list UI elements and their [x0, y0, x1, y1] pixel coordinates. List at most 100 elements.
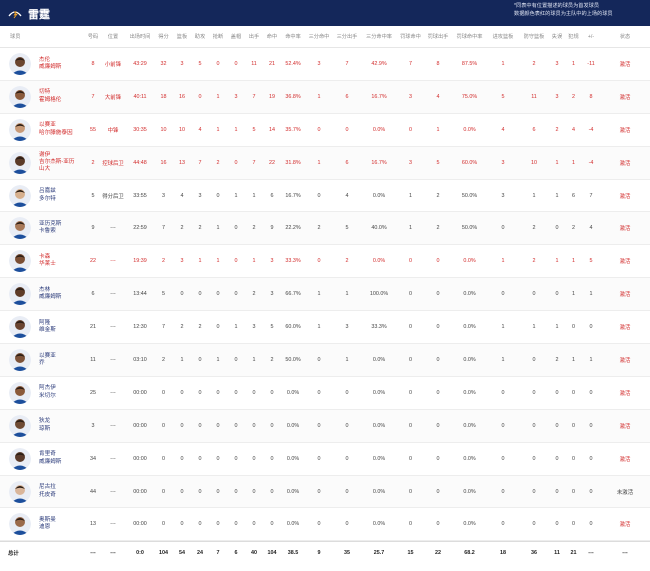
cell-tpm: 0	[317, 488, 321, 495]
cell-tpa: 0	[345, 521, 349, 528]
table-row[interactable]: 阿隆 维金斯 21 --- 12:30 7 2 2 0 1 3 5 60.0% 1 3 33.3% 0 0 0.0%…	[0, 311, 650, 345]
table-row[interactable]: 谢伊 吉尔杰斯-亚历 山大 2 控球后卫 44:48 16 13 7 2 0 7 22 31.8% 1 6 16…	[0, 146, 650, 180]
cell-tov: 2	[555, 356, 559, 363]
cell-tpa: 6	[345, 159, 349, 166]
cell-ast: 0	[198, 93, 202, 100]
cell-dreb: 10	[531, 159, 537, 166]
cell-num: 55	[90, 126, 96, 133]
player-name[interactable]: 杰伦 威廉姆斯	[39, 48, 84, 80]
table-row[interactable]: 杰伦 威廉姆斯 8 小前锋 43:29 32 3 5 0 0 11 21 52.4% 3 7 42.9% 7 8 8…	[0, 48, 650, 81]
table-row[interactable]: 尼古拉 托皮奇 44 --- 00:00 0 0 0 0 0 0 0 0.0% 0 0 0.0% 0 0 0.0% 0…	[0, 475, 650, 509]
cell-fta: 4	[436, 93, 440, 100]
cell-min: 00:00	[133, 455, 147, 462]
cell-tpa: 0	[345, 389, 349, 396]
total-dreb: 36	[531, 549, 537, 556]
cell-min: 30:35	[133, 126, 147, 133]
column-header-dreb: 防守篮板	[523, 34, 545, 40]
cell-tpp: 40.0%	[371, 225, 387, 232]
cell-fga: 1	[252, 258, 256, 265]
table-row[interactable]: 肯里奇 威廉姆斯 34 --- 00:00 0 0 0 0 0 0 0 0.0% 0 0 0.0% 0 0 0.0%…	[0, 442, 650, 476]
cell-dreb: 0	[532, 422, 536, 429]
column-header-ftm: 罚球命中	[400, 34, 421, 40]
cell-ftm: 0	[409, 389, 412, 396]
total-status: ---	[622, 549, 628, 556]
cell-blk: 0	[234, 422, 238, 429]
table-row[interactable]: 卡森 华莱士 22 --- 19:39 2 3 1 1 0 1 3 33.3% 0 2 0.0% 0 0 0.0% 1…	[0, 245, 650, 279]
cell-status: 激活	[619, 193, 631, 200]
player-name[interactable]: 亚历克斯 卡鲁索	[39, 212, 84, 244]
table-row[interactable]: 亚历克斯 卡鲁索 9 --- 22:59 7 2 2 1 0 2 9 22.2% 2 5 40.0% 1 2 50.…	[0, 212, 650, 246]
table-row[interactable]: 吕嘉兹 多尔特 5 得分后卫 33:55 3 4 3 0 1 1 6 16.7% 0 4 0.0% 1 2 50.0…	[0, 179, 650, 213]
player-name[interactable]: 谢伊 吉尔杰斯-亚历 山大	[39, 147, 84, 179]
cell-pts: 0	[162, 521, 165, 528]
cell-status: 激活	[619, 456, 631, 463]
cell-tpm: 1	[317, 93, 321, 100]
player-name[interactable]: 奥斯曼 迪恩	[39, 508, 84, 540]
cell-reb: 0	[180, 455, 184, 462]
table-row[interactable]: 杰林 威廉姆斯 6 --- 13:44 5 0 0 0 0 2 3 66.7% 1 1 100.0% 0 0 0.0…	[0, 278, 650, 312]
cell-ast: 2	[198, 225, 202, 232]
cell-fta: 0	[436, 521, 440, 528]
total-tov: 11	[554, 549, 560, 556]
cell-pos: 控球后卫	[102, 160, 124, 167]
cell-reb: 1	[180, 356, 184, 363]
player-name-line: 吉尔杰斯-亚历	[39, 158, 75, 165]
player-name[interactable]: 杰林 威廉姆斯	[39, 278, 84, 310]
player-name-line: 肯里奇	[39, 451, 56, 458]
cell-ast: 0	[198, 488, 202, 495]
cell-fgm: 0	[270, 488, 274, 495]
cell-ftm: 3	[409, 93, 412, 100]
table-row[interactable]: 阿杰伊 米切尔 25 --- 00:00 0 0 0 0 0 0 0 0.0% 0 0 0.0% 0 0 0.0% 0…	[0, 376, 650, 410]
player-name[interactable]: 以赛亚乔	[39, 344, 84, 376]
cell-num: 11	[90, 356, 96, 363]
cell-status: 激活	[619, 390, 631, 397]
player-name[interactable]: 阿杰伊 米切尔	[39, 377, 84, 409]
cell-tpm: 0	[317, 126, 321, 133]
player-avatar	[9, 316, 31, 339]
cell-tpa: 2	[345, 258, 349, 265]
player-name[interactable]: 阿隆 维金斯	[39, 311, 84, 343]
player-name[interactable]: 狄龙 琼斯	[39, 410, 84, 442]
table-row[interactable]: 以赛亚 哈尔滕施泰因 55 中锋 30:35 10 10 4 1 1 5 14 35.7% 0 0 0.0% 0…	[0, 113, 650, 147]
cell-ast: 0	[198, 422, 202, 429]
team-name: 雷霆	[28, 9, 50, 21]
cell-ftm: 7	[409, 60, 412, 67]
table-row[interactable]: 狄龙 琼斯 3 --- 00:00 0 0 0 0 0 0 0 0.0% 0 0 0.0% 0 0 0.0% 0 0 0 0…	[0, 409, 650, 443]
player-name[interactable]: 卡森 华莱士	[39, 245, 84, 277]
total-min: 0:0	[136, 549, 144, 556]
table-row[interactable]: 以赛亚乔 11 --- 03:10 2 1 0 1 0 1 2 50.0% 0 1 0.0% 0 0 0.0% 1 0…	[0, 344, 650, 377]
cell-pos: ---	[110, 389, 116, 396]
cell-ftp: 0.0%	[463, 422, 476, 429]
cell-fgp: 22.2%	[285, 225, 301, 232]
table-row[interactable]: 奥斯曼 迪恩 13 --- 00:00 0 0 0 0 0 0 0 0.0% 0 0 0.0% 0 0 0.0% 0 0…	[0, 508, 650, 542]
player-name[interactable]: 吕嘉兹 多尔特	[39, 180, 84, 212]
cell-blk: 1	[234, 126, 238, 133]
cell-status: 激活	[619, 94, 631, 101]
column-header-reb: 篮板	[176, 34, 188, 40]
cell-fgm: 22	[269, 159, 275, 166]
cell-num: 21	[90, 324, 96, 331]
cell-pm: -11	[587, 60, 595, 67]
cell-ast: 4	[198, 126, 202, 133]
cell-fgp: 35.7%	[285, 126, 301, 133]
cell-ftm: 0	[409, 488, 412, 495]
cell-pts: 5	[162, 291, 165, 298]
cell-fta: 0	[436, 422, 440, 429]
cell-stl: 0	[216, 521, 220, 528]
cell-num: 5	[91, 192, 95, 199]
cell-pf: 0	[572, 488, 575, 495]
table-row[interactable]: 切特 霍姆格伦 7 大前锋 40:11 18 16 0 1 3 7 19 36.8% 1 6 16.7% 3 4 7…	[0, 80, 650, 114]
cell-blk: 0	[234, 225, 238, 232]
player-name[interactable]: 以赛亚 哈尔滕施泰因	[39, 114, 84, 146]
cell-fgp: 16.7%	[285, 192, 301, 199]
player-name[interactable]: 切特 霍姆格伦	[39, 81, 84, 113]
player-name[interactable]: 尼古拉 托皮奇	[39, 476, 84, 508]
cell-ftm: 0	[409, 356, 412, 363]
cell-tpa: 6	[345, 93, 349, 100]
cell-min: 00:00	[133, 422, 147, 429]
cell-min: 43:29	[133, 60, 147, 67]
legend-note: *同表中有位置描述的球员为首发球员 数据颜色表红的球员为主队中的上场的球员	[514, 3, 644, 18]
player-name[interactable]: 肯里奇 威廉姆斯	[39, 443, 84, 475]
cell-tpa: 0	[345, 488, 349, 495]
cell-fgp: 36.8%	[285, 93, 301, 100]
